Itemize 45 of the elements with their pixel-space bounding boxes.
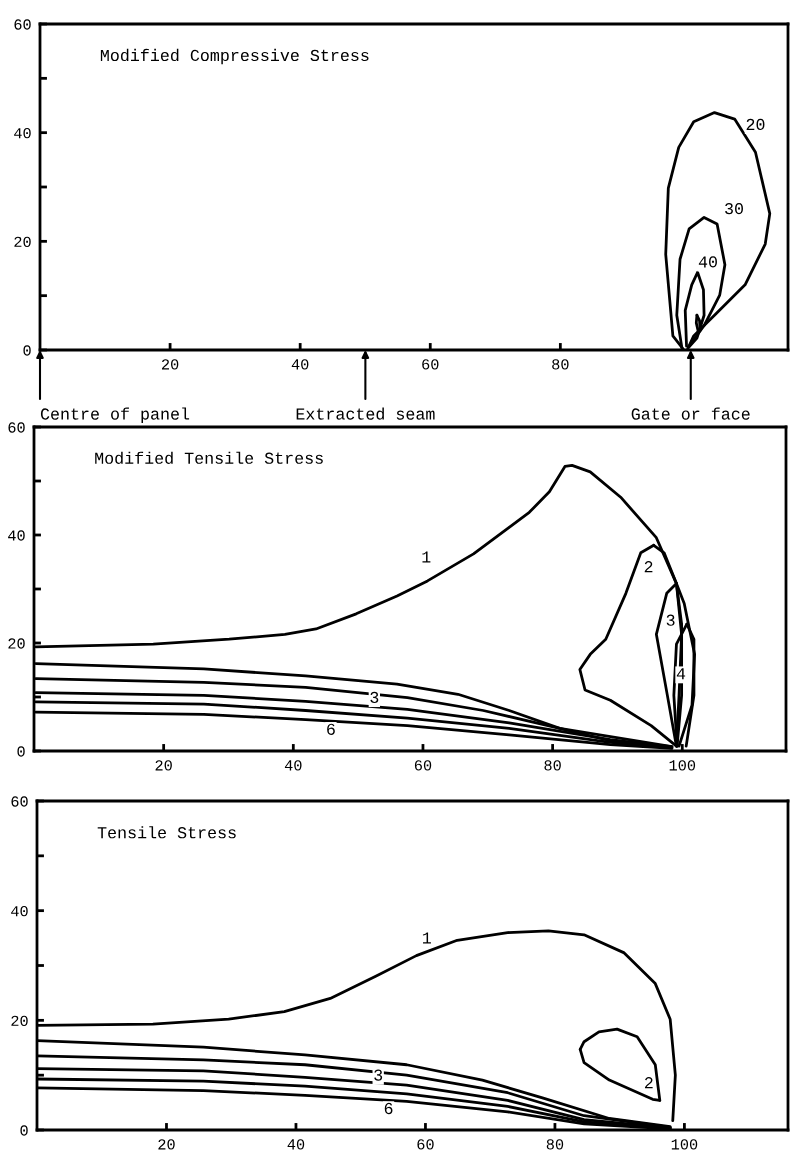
x-tick-label: 20	[161, 359, 179, 370]
annotation: 1	[422, 932, 431, 944]
text: Tensile Stress	[97, 826, 236, 839]
y-tick-label: 60	[14, 19, 31, 30]
text: Centre of panel	[40, 407, 190, 423]
x-tick-label: 20	[158, 1139, 175, 1150]
x-tick-label: 80	[552, 359, 569, 370]
annotation: 2	[644, 561, 653, 573]
y-tick-label: 60	[8, 422, 25, 433]
x-tick-label: 40	[287, 1139, 305, 1150]
y-tick-label: 40	[8, 530, 25, 541]
y-tick-label: 0	[20, 1125, 28, 1136]
annotation: 6	[327, 723, 335, 735]
annotation: 1	[422, 551, 431, 563]
x-tick-label: 100	[669, 760, 696, 771]
text: Extracted seam	[296, 407, 435, 420]
y-tick-label: 0	[17, 746, 25, 757]
x-tick-label: 60	[422, 359, 439, 370]
x-tick-label: 80	[546, 1139, 564, 1150]
x-tick-label: 60	[417, 1139, 434, 1150]
x-tick-label: 60	[414, 760, 432, 771]
annotation: 3	[666, 614, 675, 626]
y-tick-label: 60	[11, 796, 28, 807]
y-tick-label: 40	[14, 127, 31, 139]
annotation: 40	[698, 256, 717, 268]
x-tick-label: 100	[671, 1139, 698, 1150]
y-tick-label: 40	[11, 905, 28, 917]
y-tick-label: 20	[14, 236, 31, 248]
annotation: 6	[384, 1102, 393, 1115]
y-tick-label: 20	[11, 1015, 28, 1027]
x-tick-label: 40	[284, 760, 302, 771]
text: Modified Compressive Stress	[100, 48, 369, 65]
annotation: 3	[374, 1069, 383, 1081]
y-tick-label: 20	[8, 638, 25, 649]
y-tick-label: 0	[23, 345, 31, 356]
text: Gate or face	[631, 407, 750, 420]
x-tick-label: 40	[291, 359, 309, 370]
annotation: 2	[644, 1077, 653, 1089]
annotation: 30	[725, 202, 743, 215]
x-tick-label: 20	[155, 760, 172, 771]
annotation: 20	[746, 118, 765, 131]
x-tick-label: 80	[544, 760, 561, 771]
text: Modified Tensile Stress	[95, 451, 323, 464]
annotation: 4	[676, 668, 686, 680]
annotation: 3	[370, 691, 379, 704]
